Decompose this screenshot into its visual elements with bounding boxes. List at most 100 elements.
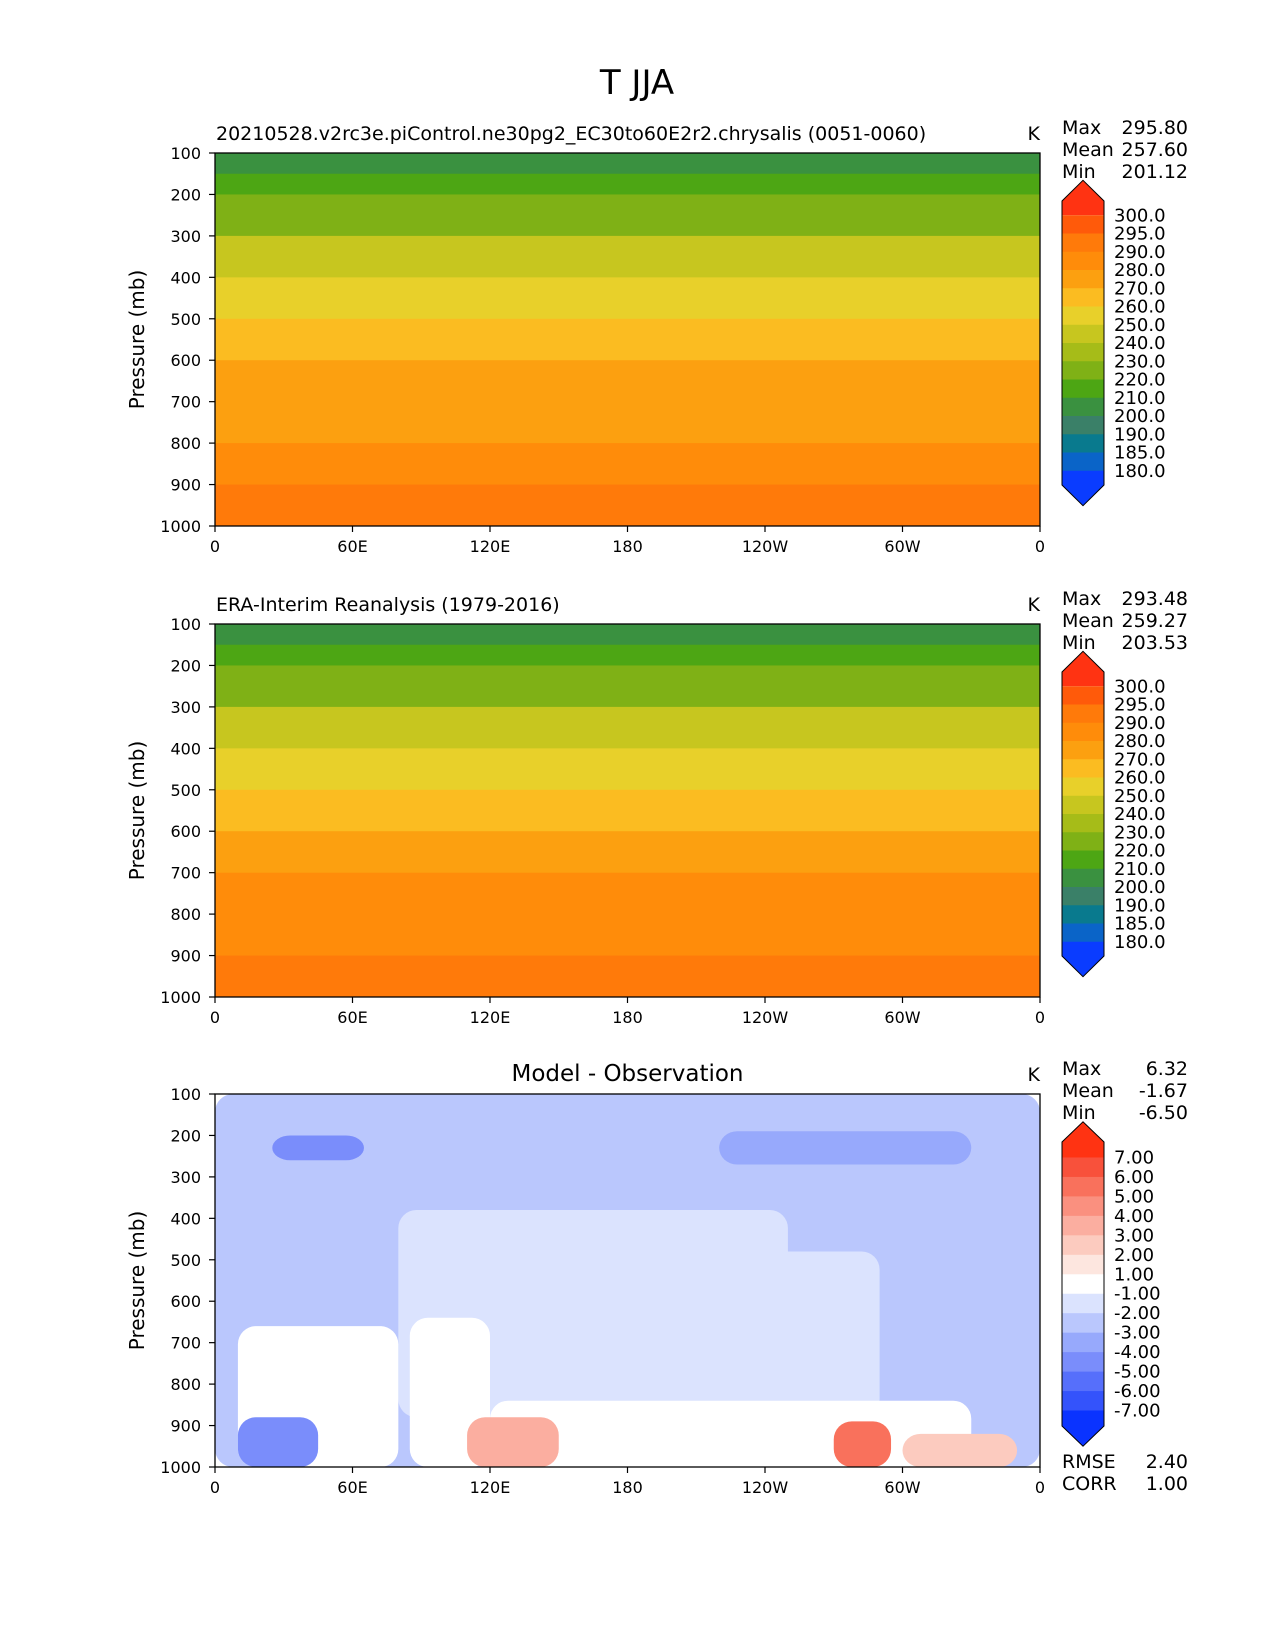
colorbar-extend-top <box>1062 1121 1104 1158</box>
y-tick-label: 900 <box>170 1417 201 1436</box>
contour-band <box>215 624 1040 646</box>
colorbar-label: 230.0 <box>1114 822 1166 843</box>
colorbar-swatch <box>1062 905 1104 924</box>
contour-band <box>215 484 1040 527</box>
y-tick-label: 1000 <box>160 1458 201 1477</box>
y-tick-label: 100 <box>170 1085 201 1104</box>
figure-title: T JJA <box>599 63 674 103</box>
colorbar-label: 7.00 <box>1114 1147 1154 1168</box>
y-tick-label: 900 <box>170 947 201 966</box>
stat-label: Min <box>1062 161 1096 183</box>
x-tick-label: 120E <box>470 1478 511 1497</box>
colorbar-swatch <box>1062 251 1104 271</box>
x-tick-label: 0 <box>1035 537 1045 556</box>
y-tick-label: 1000 <box>160 988 201 1007</box>
colorbar-swatch <box>1062 306 1104 326</box>
colorbar-label: 290.0 <box>1114 242 1166 263</box>
contour-band <box>215 914 1040 957</box>
colorbar-label: 270.0 <box>1114 749 1166 770</box>
colorbar-label: 210.0 <box>1114 859 1166 880</box>
colorbar-swatch <box>1062 270 1104 289</box>
x-tick-label: 0 <box>1035 1008 1045 1027</box>
y-tick-label: 800 <box>170 434 201 453</box>
colorbar-swatch <box>1062 397 1104 417</box>
contour-region <box>719 1131 972 1165</box>
colorbar-swatch <box>1062 777 1104 797</box>
colorbar-label: 280.0 <box>1114 731 1166 752</box>
colorbar-swatch <box>1062 1332 1104 1353</box>
contour-band <box>215 318 1040 361</box>
x-tick-label: 60E <box>337 1478 367 1497</box>
colorbar-swatch <box>1062 324 1104 344</box>
extra-stat-value: 2.40 <box>1146 1451 1188 1473</box>
x-tick-label: 0 <box>1035 1478 1045 1497</box>
colorbar-swatch <box>1062 704 1104 724</box>
colorbar-label: 1.00 <box>1114 1264 1154 1285</box>
colorbar-label: -6.00 <box>1114 1381 1161 1402</box>
x-tick-label: 0 <box>210 1008 220 1027</box>
colorbar-label: 6.00 <box>1114 1167 1154 1188</box>
colorbar-label: -1.00 <box>1114 1284 1161 1305</box>
colorbar-label: 190.0 <box>1114 424 1166 445</box>
x-tick-label: 0 <box>210 537 220 556</box>
stat-label: Mean <box>1062 1080 1114 1102</box>
x-tick-label: 180 <box>612 1008 643 1027</box>
x-tick-label: 60E <box>337 537 367 556</box>
stat-label: Min <box>1062 632 1096 654</box>
panels: 20210528.v2rc3e.piControl.ne30pg2_EC30to… <box>125 117 1188 1497</box>
colorbar-label: -7.00 <box>1114 1401 1161 1422</box>
colorbar-swatch <box>1062 722 1104 742</box>
colorbar-swatch <box>1062 850 1104 870</box>
y-tick-label: 300 <box>170 1168 201 1187</box>
contour-field <box>215 624 1040 998</box>
colorbar-label: 260.0 <box>1114 768 1166 789</box>
stat-value: 201.12 <box>1122 161 1188 183</box>
extra-stat-label: RMSE <box>1062 1451 1116 1473</box>
colorbar-swatch <box>1062 288 1104 307</box>
stat-value: 295.80 <box>1122 117 1188 139</box>
colorbar-outline <box>1061 650 1105 978</box>
colorbar-swatch <box>1062 215 1104 234</box>
y-tick-label: 200 <box>170 1126 201 1145</box>
y-tick-label: 300 <box>170 698 201 717</box>
extra-stat-value: 1.00 <box>1146 1473 1188 1495</box>
colorbar-label: 280.0 <box>1114 260 1166 281</box>
contour-band <box>215 706 1040 749</box>
y-axis-label: Pressure (mb) <box>125 741 149 881</box>
colorbar-label: 220.0 <box>1114 841 1166 862</box>
colorbar-swatch <box>1062 1235 1104 1256</box>
colorbar: 7.006.005.004.003.002.001.00-1.00-2.00-3… <box>1061 1121 1161 1447</box>
y-axis-label: Pressure (mb) <box>125 1211 149 1351</box>
colorbar-swatch <box>1062 1391 1104 1411</box>
contour-field <box>215 153 1040 527</box>
colorbar-swatch <box>1062 923 1104 943</box>
colorbar-outline <box>1061 179 1105 507</box>
colorbar-label: 190.0 <box>1114 895 1166 916</box>
colorbar-label: 180.0 <box>1114 932 1166 953</box>
x-tick-label: 60W <box>884 1008 920 1027</box>
panel-3: Model - Observation K 100 200 300 400 500 600 70… <box>125 1058 1188 1497</box>
colorbar-swatch <box>1062 379 1104 399</box>
colorbar-label: 240.0 <box>1114 333 1166 354</box>
contour-region <box>902 1433 1018 1467</box>
colorbar-label: 230.0 <box>1114 351 1166 372</box>
contour-band <box>215 665 1040 708</box>
units-label: K <box>1028 594 1041 616</box>
contour-band <box>215 277 1040 320</box>
y-tick-label: 400 <box>170 739 201 758</box>
colorbar-label: 250.0 <box>1114 315 1166 336</box>
x-tick-label: 120E <box>470 1008 511 1027</box>
colorbar-swatch <box>1062 741 1104 760</box>
colorbar-swatch <box>1062 1215 1104 1236</box>
contour-field <box>215 1094 1040 1467</box>
contour-band <box>215 443 1040 486</box>
panel-2: ERA-Interim Reanalysis (1979-2016) K 100 20… <box>125 588 1188 1027</box>
colorbar-swatch <box>1062 887 1104 906</box>
y-tick-label: 1000 <box>160 517 201 536</box>
colorbar-swatch <box>1062 1352 1104 1372</box>
contour-band <box>215 831 1040 874</box>
stat-value: -1.67 <box>1139 1080 1188 1102</box>
colorbar-label: 2.00 <box>1114 1245 1154 1266</box>
colorbar-swatch <box>1062 1313 1104 1334</box>
